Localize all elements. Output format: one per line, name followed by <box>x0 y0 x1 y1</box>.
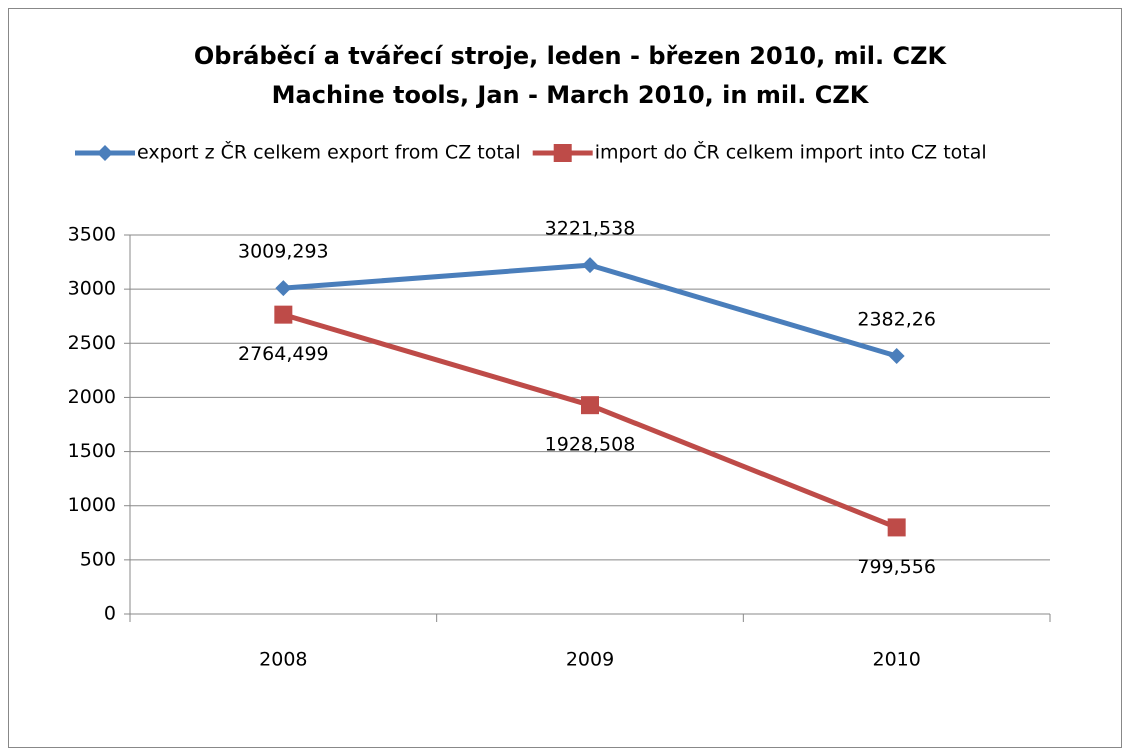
chart-frame <box>8 8 1122 748</box>
y-tick-label: 500 <box>80 548 116 570</box>
data-point <box>888 348 905 365</box>
x-tick-label: 2008 <box>259 649 307 671</box>
data-label: 3009,293 <box>238 241 329 263</box>
y-tick-label: 1000 <box>68 494 116 516</box>
legend-label: import do ČR celkem import into CZ total <box>595 140 987 164</box>
data-label: 3221,538 <box>545 218 636 240</box>
y-tick-label: 2500 <box>68 332 116 354</box>
chart-title: Obráběcí a tvářecí stroje, leden - březe… <box>194 42 948 70</box>
data-label: 1928,508 <box>545 434 636 456</box>
data-point <box>582 257 598 274</box>
y-tick-label: 0 <box>104 603 116 625</box>
x-tick-label: 2009 <box>566 649 614 671</box>
y-tick-label: 3500 <box>68 224 116 246</box>
y-tick-label: 3000 <box>68 278 116 300</box>
legend-marker <box>553 144 572 162</box>
data-label: 2382,26 <box>857 309 936 331</box>
data-point <box>275 280 292 297</box>
data-point <box>274 305 293 324</box>
legend-marker <box>97 145 113 161</box>
data-point <box>887 518 906 537</box>
y-tick-label: 1500 <box>68 440 116 462</box>
legend-label: export z ČR celkem export from CZ total <box>137 140 521 164</box>
x-tick-label: 2010 <box>872 649 920 671</box>
data-point <box>581 396 599 415</box>
y-tick-label: 2000 <box>68 386 116 408</box>
data-label: 2764,499 <box>238 343 329 365</box>
data-label: 799,556 <box>857 556 936 578</box>
chart-subtitle: Machine tools, Jan - March 2010, in mil.… <box>272 81 870 109</box>
